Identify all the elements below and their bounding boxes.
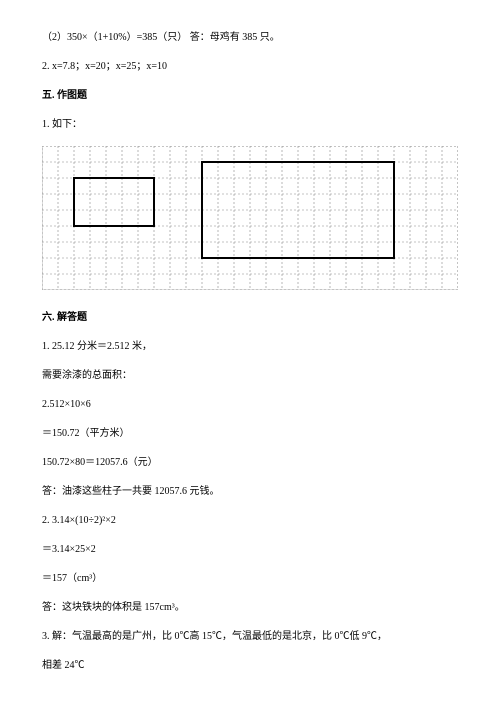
solution-line-10: 答：这块铁块的体积是 157cm³。 — [42, 600, 458, 615]
solution-line-2: 需要涂漆的总面积： — [42, 368, 458, 383]
solution-line-8: ＝3.14×25×2 — [42, 542, 458, 557]
solution-line-6: 答：油漆这些柱子一共要 12057.6 元钱。 — [42, 484, 458, 499]
answer-line-1: （2）350×（1+10%）=385（只） 答：母鸡有 385 只。 — [42, 30, 458, 45]
section-heading-5: 五. 作图题 — [42, 88, 458, 103]
solution-line-12: 相差 24℃ — [42, 658, 458, 673]
solution-line-7: 2. 3.14×(10÷2)²×2 — [42, 513, 458, 528]
solution-line-3: 2.512×10×6 — [42, 397, 458, 412]
solution-line-1: 1. 25.12 分米＝2.512 米， — [42, 339, 458, 354]
grid-diagram — [42, 146, 458, 290]
answer-line-2: 2. x=7.8；x=20；x=25；x=10 — [42, 59, 458, 74]
grid-svg — [42, 146, 458, 290]
solution-line-4: ＝150.72（平方米） — [42, 426, 458, 441]
solution-line-9: ＝157（cm³） — [42, 571, 458, 586]
solution-line-11: 3. 解：气温最高的是广州，比 0℃高 15℃，气温最低的是北京，比 0℃低 9… — [42, 629, 458, 644]
section-heading-6: 六. 解答题 — [42, 310, 458, 325]
solution-line-5: 150.72×80＝12057.6（元） — [42, 455, 458, 470]
problem-line-1: 1. 如下： — [42, 117, 458, 132]
